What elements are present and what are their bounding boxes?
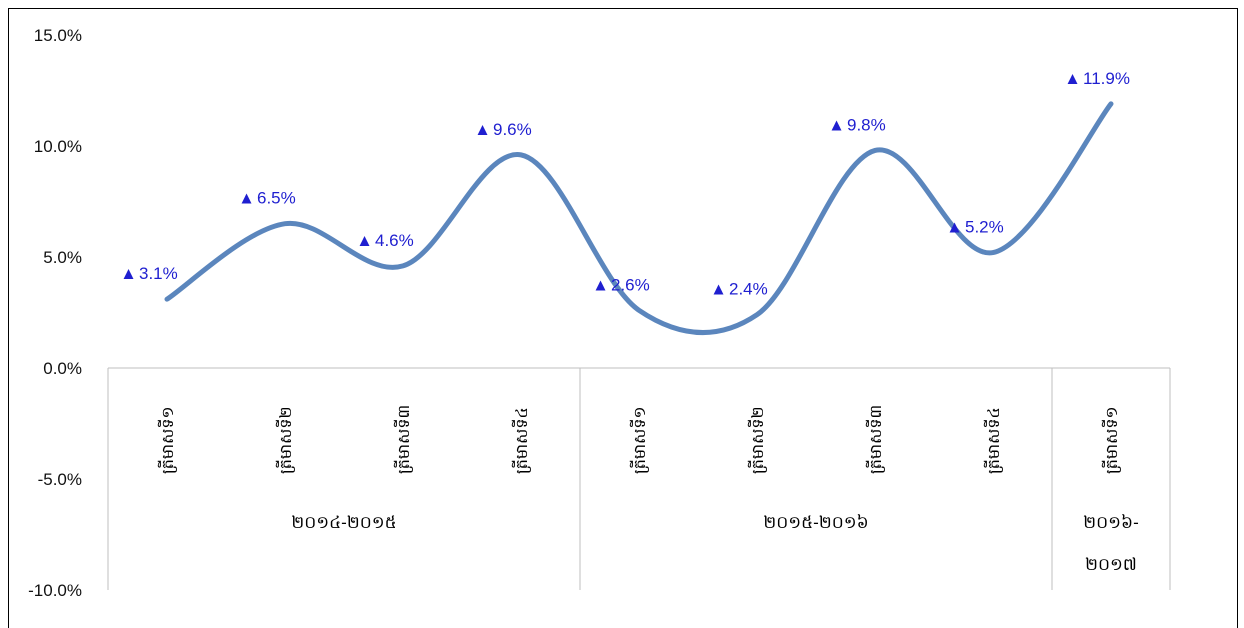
y-tick-label: 15.0% [34,26,82,45]
y-tick-label: 10.0% [34,137,82,156]
y-tick-label: -5.0% [38,470,82,489]
marker-triangle: ▲ [1064,69,1081,88]
category-label: ត្រីមាសទី៤ [983,407,1003,474]
marker-triangle: ▲ [238,189,255,208]
marker-triangle: ▲ [710,280,727,299]
marker-triangle: ▲ [356,231,373,250]
data-label: 9.8% [847,115,886,134]
group-label: ២០១៤-២០១៥ [291,513,396,532]
data-label: 4.6% [375,231,414,250]
data-labels-layer: ▲3.1%▲6.5%▲4.6%▲9.6%▲2.6%▲2.4%▲9.8%▲5.2%… [120,69,1130,299]
data-label: 2.6% [611,275,650,294]
category-label: ត្រីមាសទី៤ [511,407,531,474]
marker-triangle: ▲ [828,115,845,134]
category-label: ត្រីមាសទី១ [157,406,177,474]
marker-triangle: ▲ [474,120,491,139]
y-tick-label: 5.0% [43,248,82,267]
category-label: ត្រីមាសទី២ [747,406,767,474]
data-label: 6.5% [257,189,296,208]
category-label: ត្រីមាសទី១ [1101,406,1121,474]
category-label: ត្រីមាសទី២ [275,406,295,474]
group-label: ២០១៦- [1083,513,1138,532]
category-label: ត្រីមាសទី៣ [865,405,885,474]
y-tick-label: -10.0% [28,581,82,600]
group-label: ២០១៧ [1085,555,1137,574]
y-tick-label: 0.0% [43,359,82,378]
category-label: ត្រីមាសទី១ [629,406,649,474]
marker-triangle: ▲ [946,218,963,237]
data-label: 9.6% [493,120,532,139]
group-label: ២០១៥-២០១៦ [763,513,868,532]
marker-triangle: ▲ [592,275,609,294]
data-label: 3.1% [139,264,178,283]
data-label: 5.2% [965,218,1004,237]
data-label: 2.4% [729,280,768,299]
marker-triangle: ▲ [120,264,137,283]
axes: 15.0%10.0%5.0%0.0%-5.0%-10.0%២០១៤-២០១៥២០… [28,26,1170,600]
data-label: 11.9% [1083,69,1130,88]
category-label: ត្រីមាសទី៣ [393,405,413,474]
